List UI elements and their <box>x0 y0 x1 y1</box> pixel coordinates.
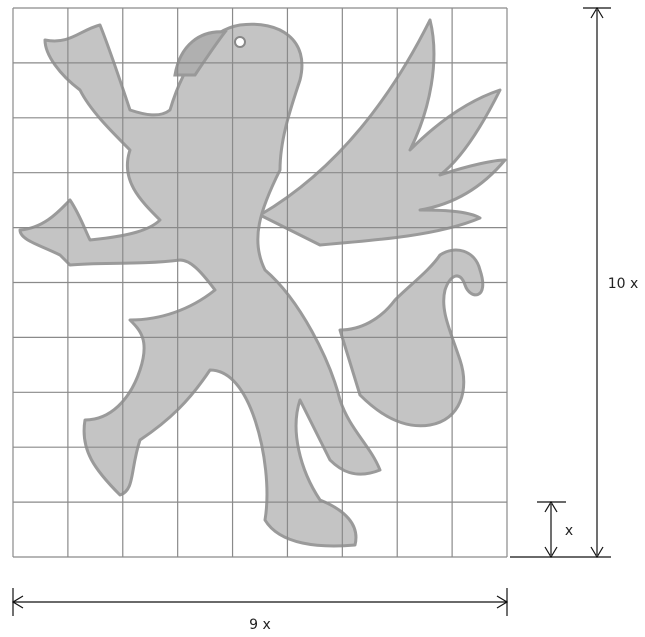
height-label: 10 x <box>608 276 639 292</box>
unit-label: x <box>565 523 573 539</box>
body <box>20 24 380 546</box>
eye <box>235 37 245 47</box>
width-label: 9 x <box>249 617 271 633</box>
diagram: 10 x x 9 x <box>0 0 645 637</box>
